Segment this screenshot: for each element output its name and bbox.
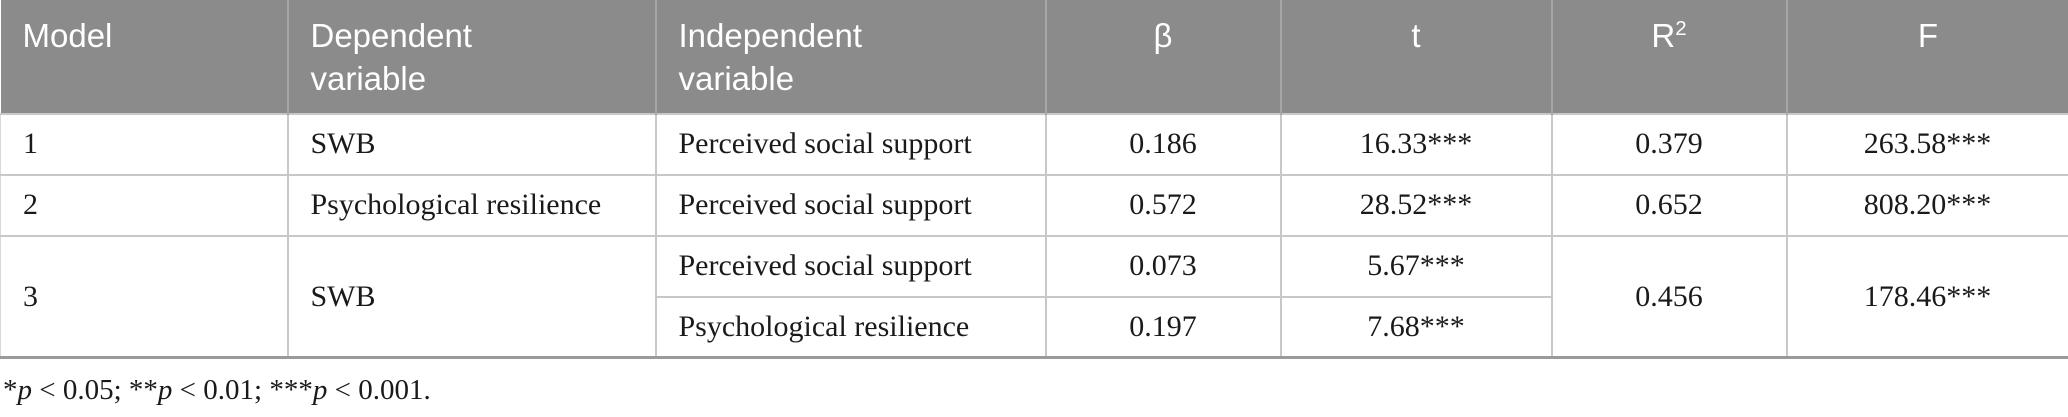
t-cell: 16.33*** [1279, 112, 1553, 176]
f-cell: 178.46*** [1785, 234, 2068, 359]
dependent-variable-cell: SWB [286, 234, 657, 359]
footnote-segment-1: < 0.05; [32, 374, 129, 407]
r-squared-cell: 0.379 [1550, 112, 1788, 176]
independent-variable-cell: Perceived social support [654, 234, 1047, 298]
footnote-star-2: ** [128, 374, 158, 407]
footnote-star-3: *** [269, 374, 313, 407]
header-t: t [1279, 0, 1552, 114]
t-cell: 7.68*** [1279, 295, 1553, 359]
footnote-segment-3: < 0.001. [327, 374, 431, 407]
header-independent-variable-label: Independent variable [678, 17, 863, 97]
t-cell: 5.67*** [1279, 234, 1553, 298]
header-dependent-variable-label: Dependent variable [310, 17, 472, 97]
dependent-variable-cell: Psychological resilience [286, 173, 657, 237]
footnote-segment-2: < 0.01; [172, 374, 270, 407]
beta-cell: 0.197 [1044, 295, 1282, 359]
header-r-squared-exponent: 2 [1675, 17, 1687, 40]
table-row-model-1: 1 SWB Perceived social support 0.186 16.… [0, 112, 2068, 176]
table-row-model-3a: 3 SWB Perceived social support 0.073 5.6… [0, 234, 2068, 359]
t-cell: 28.52*** [1279, 173, 1553, 237]
table-header-row: Model Dependent variable Independent var… [0, 0, 2068, 114]
r-squared-cell: 0.456 [1550, 234, 1788, 359]
table-row-model-2: 2 Psychological resilience Perceived soc… [0, 173, 2068, 237]
regression-results-table: Model Dependent variable Independent var… [0, 0, 2068, 360]
f-cell: 263.58*** [1785, 112, 2068, 176]
beta-cell: 0.572 [1044, 173, 1282, 237]
footnote-star-1: * [3, 374, 18, 407]
independent-variable-cell: Perceived social support [654, 112, 1047, 176]
beta-cell: 0.186 [1044, 112, 1282, 176]
header-dependent-variable: Dependent variable [286, 0, 656, 114]
header-r-squared: R2 [1550, 0, 1787, 114]
header-model: Model [0, 0, 288, 114]
independent-variable-cell: Psychological resilience [655, 295, 1047, 359]
r-squared-cell: 0.652 [1550, 173, 1788, 237]
independent-variable-cell: Perceived social support [654, 173, 1047, 237]
header-f: F [1785, 0, 2068, 114]
footnote-p-3: p [312, 374, 328, 407]
f-cell: 808.20*** [1785, 173, 2068, 237]
dependent-variable-cell: SWB [286, 112, 657, 176]
footnote-p-1: p [17, 374, 33, 407]
model-cell: 1 [0, 112, 289, 176]
beta-cell: 0.073 [1044, 234, 1282, 298]
header-independent-variable: Independent variable [654, 0, 1046, 114]
significance-footnote: *p < 0.05; **p < 0.01; ***p < 0.001. [3, 374, 2068, 407]
header-f-label: F [1917, 17, 1939, 54]
header-r-squared-label: R [1651, 17, 1676, 54]
table-row-model-3b: Psychological resilience 0.197 7.68*** [1, 295, 2068, 359]
footnote-p-2: p [157, 374, 173, 407]
model-cell: 2 [0, 173, 289, 237]
header-model-label: Model [22, 17, 113, 54]
header-beta-label: β [1153, 17, 1173, 54]
header-beta: β [1044, 0, 1281, 114]
model-cell: 3 [0, 234, 289, 359]
header-t-label: t [1411, 17, 1421, 54]
